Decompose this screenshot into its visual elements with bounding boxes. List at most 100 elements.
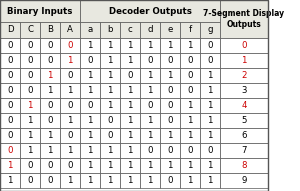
Text: A: A (67, 26, 73, 35)
Text: 1: 1 (127, 161, 133, 170)
Bar (140, 22, 160, 38)
Bar (60, 98, 80, 113)
Bar (80, 158, 100, 173)
Bar (60, 83, 80, 98)
Bar (200, 173, 220, 188)
Bar (160, 113, 180, 128)
Text: 9: 9 (241, 176, 247, 185)
Bar (120, 98, 140, 113)
Bar (120, 68, 140, 83)
Bar (80, 22, 100, 38)
Bar (60, 53, 80, 68)
Bar (120, 22, 140, 38)
Text: 1: 1 (87, 41, 93, 50)
Bar (120, 173, 140, 188)
Bar (120, 143, 140, 158)
Bar (80, 113, 100, 128)
Text: 1: 1 (87, 86, 93, 95)
Text: 1: 1 (127, 176, 133, 185)
Text: 0: 0 (187, 56, 193, 65)
Bar (220, 0, 268, 38)
Bar (180, 128, 200, 143)
Bar (40, 143, 60, 158)
Bar (140, 113, 160, 128)
Bar (100, 38, 120, 53)
Text: 0: 0 (107, 116, 113, 125)
Text: 0: 0 (187, 86, 193, 95)
Bar (40, 22, 60, 38)
Text: 1: 1 (67, 176, 73, 185)
Text: e: e (167, 26, 173, 35)
Text: 0: 0 (27, 56, 33, 65)
Bar (0, 98, 20, 113)
Bar (140, 158, 160, 173)
Bar (80, 38, 100, 53)
Bar (0, 68, 20, 83)
Text: B: B (47, 26, 53, 35)
Text: 0: 0 (67, 101, 73, 110)
Text: 1: 1 (127, 116, 133, 125)
Text: 0: 0 (27, 161, 33, 170)
Bar (20, 53, 40, 68)
Text: 1: 1 (187, 101, 193, 110)
Bar (40, 83, 60, 98)
Text: 0: 0 (167, 86, 173, 95)
Text: 1: 1 (107, 56, 113, 65)
Text: 1: 1 (87, 116, 93, 125)
Bar (140, 173, 160, 188)
Text: 1: 1 (107, 41, 113, 50)
Text: a: a (87, 26, 93, 35)
Bar (180, 53, 200, 68)
Bar (180, 143, 200, 158)
Text: 1: 1 (187, 131, 193, 140)
Bar (40, 128, 60, 143)
Bar (0, 0, 268, 191)
Bar (60, 68, 80, 83)
Text: 1: 1 (87, 176, 93, 185)
Text: 1: 1 (147, 116, 153, 125)
Bar (160, 158, 180, 173)
Text: 1: 1 (127, 146, 133, 155)
Text: 1: 1 (167, 131, 173, 140)
Text: 0: 0 (27, 41, 33, 50)
Bar (0, 128, 20, 143)
Text: 0: 0 (47, 161, 53, 170)
Text: 0: 0 (67, 131, 73, 140)
Text: 1: 1 (127, 41, 133, 50)
Text: 0: 0 (187, 146, 193, 155)
Text: 0: 0 (67, 161, 73, 170)
Bar (180, 68, 200, 83)
Text: 0: 0 (167, 116, 173, 125)
Text: b: b (107, 26, 113, 35)
Bar (200, 68, 220, 83)
Text: 0: 0 (87, 101, 93, 110)
Bar (140, 83, 160, 98)
Bar (40, 68, 60, 83)
Bar (160, 38, 180, 53)
Bar (80, 98, 100, 113)
Bar (80, 83, 100, 98)
Bar (80, 143, 100, 158)
Text: 1: 1 (87, 161, 93, 170)
Text: 1: 1 (167, 41, 173, 50)
Bar (40, 158, 60, 173)
Text: 0: 0 (7, 116, 13, 125)
Bar (200, 98, 220, 113)
Bar (220, 53, 268, 68)
Text: Decoder Outputs: Decoder Outputs (109, 6, 191, 15)
Text: 0: 0 (67, 71, 73, 80)
Bar (120, 83, 140, 98)
Text: 0: 0 (27, 86, 33, 95)
Bar (60, 38, 80, 53)
Bar (40, 98, 60, 113)
Text: c: c (128, 26, 132, 35)
Bar (200, 38, 220, 53)
Text: 0: 0 (207, 56, 213, 65)
Bar (40, 38, 60, 53)
Bar (60, 22, 80, 38)
Text: 1: 1 (207, 86, 213, 95)
Text: 0: 0 (167, 176, 173, 185)
Text: 1: 1 (187, 41, 193, 50)
Bar (180, 173, 200, 188)
Bar (220, 83, 268, 98)
